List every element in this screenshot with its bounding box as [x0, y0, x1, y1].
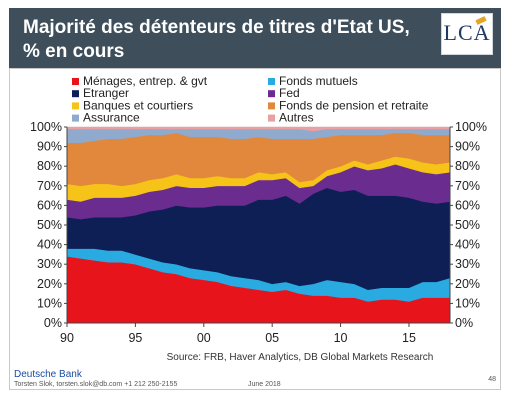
- y-tick-label-left: 30%: [37, 257, 62, 271]
- legend-swatch: [72, 90, 79, 98]
- y-tick-label-left: 90%: [37, 140, 62, 154]
- legend-swatch: [72, 114, 79, 122]
- footer-brand: Deutsche Bank: [14, 369, 83, 380]
- legend-label: Banques et courtiers: [83, 98, 193, 112]
- y-tick-label-right: 10%: [455, 296, 480, 310]
- y-tick-label-left: 10%: [37, 296, 62, 310]
- y-tick-label-left: 40%: [37, 238, 62, 252]
- footer-contact: Torsten Slok, torsten.slok@db.com +1 212…: [14, 381, 177, 388]
- y-tick-label-right: 100%: [455, 120, 487, 134]
- legend-swatch: [268, 90, 275, 98]
- y-tick-label-left: 100%: [30, 120, 62, 134]
- y-tick-label-right: 20%: [455, 277, 480, 291]
- x-tick-label: 05: [265, 331, 279, 345]
- y-tick-label-right: 80%: [455, 159, 480, 173]
- legend-label: Fonds mutuels: [279, 74, 358, 88]
- footer-page-number: 48: [488, 376, 496, 383]
- y-tick-label-left: 50%: [37, 218, 62, 232]
- logo-text: LCA: [443, 20, 491, 45]
- legend-swatch: [268, 114, 275, 122]
- lca-logo: LCA: [441, 13, 493, 55]
- y-tick-label-left: 0%: [44, 316, 62, 330]
- footer-date: June 2018: [248, 381, 281, 388]
- title-bar: Majorité des détenteurs de titres d'Etat…: [9, 8, 501, 68]
- x-tick-label: 00: [197, 331, 211, 345]
- y-tick-label-right: 70%: [455, 179, 480, 193]
- y-tick-label-left: 70%: [37, 179, 62, 193]
- legend-swatch: [268, 102, 275, 110]
- y-tick-label-left: 20%: [37, 277, 62, 291]
- x-tick-label: 15: [402, 331, 416, 345]
- y-tick-label-right: 40%: [455, 238, 480, 252]
- x-tick-label: 90: [60, 331, 74, 345]
- source-note: Source: FRB, Haver Analytics, DB Global …: [167, 352, 434, 363]
- legend-swatch: [72, 78, 79, 85]
- legend-label: Assurance: [83, 111, 140, 125]
- y-tick-label-right: 90%: [455, 140, 480, 154]
- chart-title: Majorité des détenteurs de titres d'Etat…: [23, 17, 410, 62]
- y-tick-label-right: 60%: [455, 198, 480, 212]
- legend-label: Autres: [279, 111, 314, 125]
- legend-label: Fed: [279, 86, 300, 100]
- y-tick-label-right: 30%: [455, 257, 480, 271]
- legend-swatch: [268, 78, 275, 85]
- legend-label: Ménages, entrep. & gvt: [83, 74, 208, 88]
- y-tick-label-right: 50%: [455, 218, 480, 232]
- y-tick-label-left: 60%: [37, 198, 62, 212]
- y-tick-label-right: 0%: [455, 316, 473, 330]
- legend-swatch: [72, 102, 79, 110]
- legend-label: Fonds de pension et retraite: [279, 98, 429, 112]
- x-tick-label: 10: [334, 331, 348, 345]
- x-tick-label: 95: [128, 331, 142, 345]
- y-tick-label-left: 80%: [37, 159, 62, 173]
- legend-label: Etranger: [83, 86, 129, 100]
